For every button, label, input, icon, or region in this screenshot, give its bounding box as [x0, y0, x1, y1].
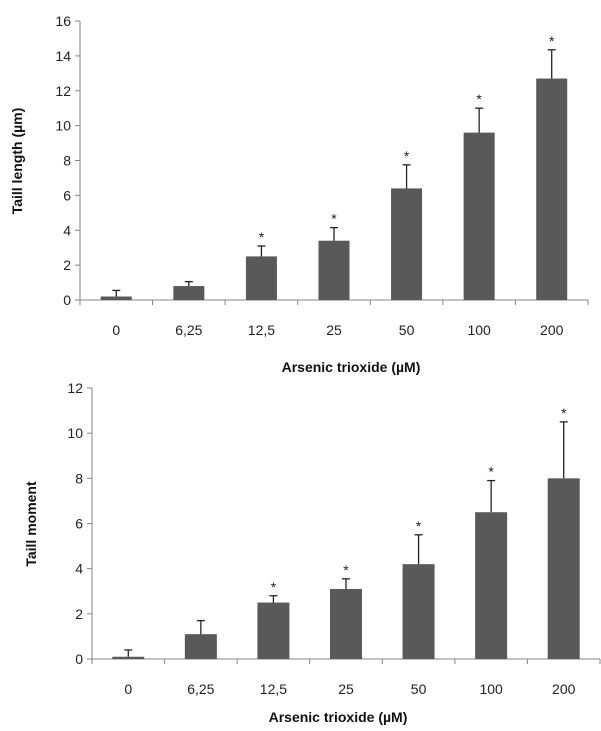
y-tick-label: 16	[55, 13, 71, 29]
y-tick-label: 10	[67, 425, 83, 441]
x-tick-label: 200	[540, 322, 564, 338]
x-tick-label: 12,5	[260, 681, 287, 697]
bar	[391, 188, 423, 300]
bar	[184, 634, 217, 659]
y-tick-label: 2	[63, 257, 71, 273]
significance-marker: *	[416, 518, 422, 534]
y-tick-label: 4	[75, 561, 83, 577]
y-tick-label: 0	[63, 292, 71, 308]
y-tick-label: 12	[55, 83, 71, 99]
x-tick-label: 6,25	[175, 322, 202, 338]
significance-marker: *	[549, 33, 555, 49]
x-tick-label: 6,25	[187, 681, 214, 697]
y-axis-label: Taill length (µm)	[9, 108, 25, 215]
y-tick-label: 2	[75, 606, 83, 622]
bar	[536, 78, 568, 300]
bar	[112, 656, 145, 659]
significance-marker: *	[271, 579, 277, 595]
bar	[173, 286, 205, 300]
y-axis-label: Taill moment	[23, 481, 39, 567]
significance-marker: *	[476, 91, 482, 107]
x-tick-label: 50	[411, 681, 427, 697]
x-tick-label: 12,5	[248, 322, 275, 338]
bar	[318, 240, 350, 300]
x-axis-label: Arsenic trioxide (µM)	[269, 709, 408, 725]
x-tick-label: 200	[552, 681, 576, 697]
y-tick-label: 14	[55, 48, 71, 64]
bar	[475, 512, 508, 659]
y-tick-label: 8	[75, 470, 83, 486]
significance-marker: *	[488, 464, 494, 480]
bar	[100, 296, 132, 300]
significance-marker: *	[561, 405, 567, 421]
y-tick-label: 6	[75, 516, 83, 532]
significance-marker: *	[259, 229, 265, 245]
x-axis-label: Arsenic trioxide (µM)	[282, 359, 421, 375]
significance-marker: *	[343, 562, 349, 578]
bar	[547, 478, 580, 659]
x-tick-label: 100	[479, 681, 503, 697]
tail-length-chart: Arsenic trioxide (µM) Taill length (µm) …	[9, 13, 589, 375]
significance-marker: *	[404, 148, 410, 164]
tail-moment-chart: Arsenic trioxide (µM) Taill moment 0 2 4 6 8…	[23, 380, 601, 725]
x-tick-label: 0	[124, 681, 132, 697]
y-tick-label: 12	[67, 380, 83, 396]
x-tick-label: 50	[399, 322, 415, 338]
x-tick-label: 25	[326, 322, 342, 338]
bar	[330, 588, 362, 659]
bar	[257, 602, 290, 659]
y-tick-label: 10	[55, 118, 71, 134]
x-tick-label: 0	[112, 322, 120, 338]
bar	[245, 256, 277, 300]
x-tick-label: 100	[467, 322, 491, 338]
y-tick-label: 0	[75, 651, 83, 667]
significance-marker: *	[331, 211, 337, 227]
bar	[463, 132, 495, 300]
y-tick-label: 8	[63, 153, 71, 169]
y-tick-label: 4	[63, 222, 71, 238]
y-tick-label: 6	[63, 187, 71, 203]
x-tick-label: 25	[338, 681, 354, 697]
bar	[402, 564, 435, 659]
